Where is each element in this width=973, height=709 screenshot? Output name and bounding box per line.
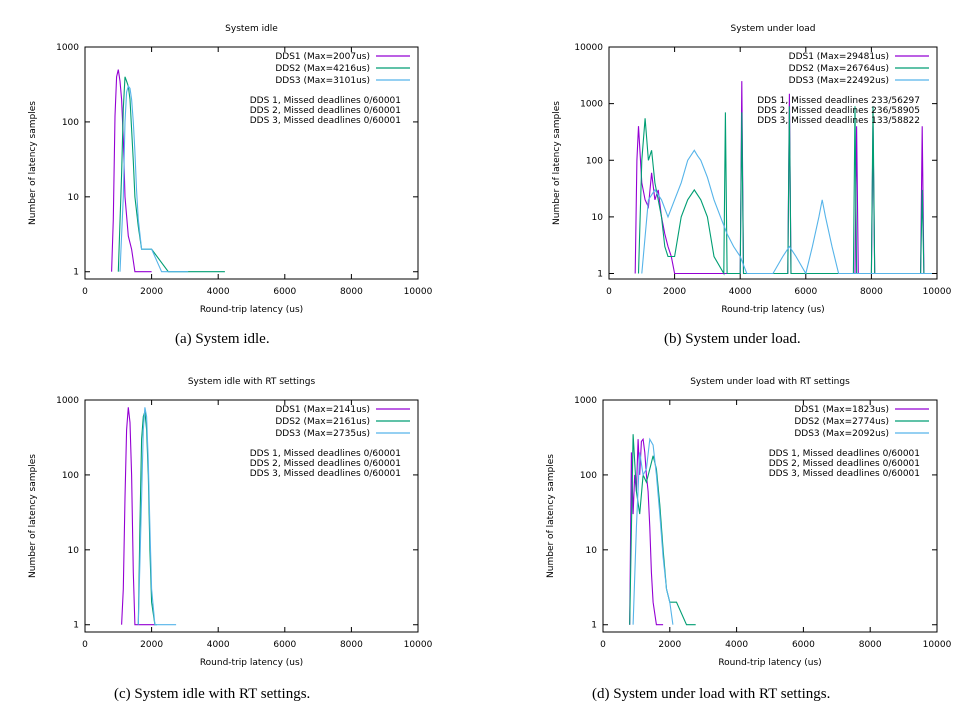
- missed-deadlines-note-2: DDS 2, Missed deadlines 0/60001: [769, 459, 920, 469]
- missed-deadlines-note-2: DDS 2, Missed deadlines 236/58905: [757, 106, 920, 116]
- missed-deadlines-note-1: DDS 1, Missed deadlines 0/60001: [250, 96, 401, 106]
- chart-panel-c: System idle with RT settings 0 2000 4000 600…: [28, 377, 433, 668]
- missed-deadlines-note-3: DDS 3, Missed deadlines 0/60001: [769, 469, 920, 479]
- y-tick-label: 100: [586, 156, 603, 166]
- x-tick-label: 2000: [658, 640, 681, 650]
- y-tick-label: 1: [591, 621, 597, 631]
- chart-title: System idle with RT settings: [188, 377, 316, 387]
- series-line-dds3: [632, 437, 674, 625]
- y-tick-label: 10000: [574, 43, 603, 53]
- missed-deadlines-note-1: DDS 1, Missed deadlines 233/56297: [757, 96, 920, 106]
- series-line-dds2: [117, 76, 225, 273]
- series-line-dds1: [111, 69, 152, 273]
- plot-frame: [608, 46, 938, 280]
- x-tick-label: 6000: [794, 287, 817, 297]
- x-tick-label: 6000: [792, 640, 815, 650]
- y-tick-label: 10: [68, 193, 80, 203]
- legend-label-dds1: DDS1 (Max=2007us): [275, 52, 370, 62]
- x-tick-label: 6000: [273, 640, 296, 650]
- x-tick-label: 4000: [207, 640, 230, 650]
- y-axis-label: Number of latency samples: [546, 454, 556, 578]
- legend-label-dds2: DDS2 (Max=2774us): [794, 417, 889, 427]
- series-line-dds1: [121, 407, 155, 626]
- chart-panel-b: System under load 0 2000 4000 6000 8000 10000 1…: [552, 24, 952, 315]
- missed-deadlines-note-2: DDS 2, Missed deadlines 0/60001: [250, 459, 401, 469]
- legend-label-dds2: DDS2 (Max=26764us): [789, 64, 889, 74]
- chart-title: System idle: [225, 24, 278, 34]
- legend-label-dds2: DDS2 (Max=4216us): [275, 64, 370, 74]
- plot-frame: [602, 399, 938, 633]
- x-tick-label: 0: [600, 640, 606, 650]
- series-line-dds3: [641, 149, 937, 275]
- y-tick-label: 1000: [56, 43, 79, 53]
- y-tick-label: 100: [62, 118, 79, 128]
- caption-d: (d) System under load with RT settings.: [592, 686, 831, 702]
- legend-label-dds3: DDS3 (Max=22492us): [789, 76, 889, 86]
- missed-deadlines-note-2: DDS 2, Missed deadlines 0/60001: [250, 106, 401, 116]
- x-tick-label: 2000: [140, 640, 163, 650]
- legend-label-dds1: DDS1 (Max=2141us): [275, 405, 370, 415]
- missed-deadlines-note-1: DDS 1, Missed deadlines 0/60001: [769, 449, 920, 459]
- caption-b: (b) System under load.: [664, 331, 801, 347]
- y-tick-label: 1000: [574, 396, 597, 406]
- x-tick-label: 10000: [923, 287, 952, 297]
- x-tick-label: 0: [606, 287, 612, 297]
- series-line-dds1: [629, 437, 664, 626]
- missed-deadlines-note-3: DDS 3, Missed deadlines 0/60001: [250, 116, 401, 126]
- x-axis-label: Round-trip latency (us): [200, 658, 303, 668]
- x-axis-label: Round-trip latency (us): [721, 305, 824, 315]
- y-tick-label: 10: [592, 213, 604, 223]
- missed-deadlines-note-3: DDS 3, Missed deadlines 0/60001: [250, 469, 401, 479]
- series-line-dds2: [637, 106, 937, 276]
- x-tick-label: 10000: [404, 287, 433, 297]
- x-tick-label: 8000: [340, 640, 363, 650]
- x-tick-label: 0: [82, 287, 88, 297]
- y-axis-label: Number of latency samples: [28, 454, 38, 578]
- y-tick-label: 10: [586, 546, 598, 556]
- x-tick-label: 4000: [729, 287, 752, 297]
- caption-c: (c) System idle with RT settings.: [114, 686, 311, 702]
- plot-frame: [84, 46, 419, 280]
- chart-title: System under load with RT settings: [690, 377, 850, 387]
- x-tick-label: 0: [82, 640, 88, 650]
- y-tick-label: 10: [68, 546, 80, 556]
- legend-label-dds3: DDS3 (Max=3101us): [275, 76, 370, 86]
- plot-frame: [84, 399, 419, 633]
- x-tick-label: 4000: [207, 287, 230, 297]
- y-axis-label: Number of latency samples: [28, 101, 38, 225]
- x-tick-label: 2000: [140, 287, 163, 297]
- x-tick-label: 8000: [340, 287, 363, 297]
- y-tick-label: 1000: [56, 396, 79, 406]
- x-tick-label: 8000: [860, 287, 883, 297]
- x-tick-label: 4000: [725, 640, 748, 650]
- legend-label-dds3: DDS3 (Max=2735us): [275, 429, 370, 439]
- chart-panel-d: System under load with RT settings 0 2000 4…: [546, 377, 952, 668]
- series-line-dds3: [137, 407, 177, 626]
- legend-label-dds1: DDS1 (Max=1823us): [794, 405, 889, 415]
- missed-deadlines-note-1: DDS 1, Missed deadlines 0/60001: [250, 449, 401, 459]
- y-tick-label: 100: [62, 471, 79, 481]
- x-tick-label: 8000: [859, 640, 882, 650]
- x-axis-label: Round-trip latency (us): [718, 658, 821, 668]
- chart-title: System under load: [731, 24, 816, 34]
- series-line-dds3: [119, 85, 189, 273]
- y-tick-label: 1: [73, 621, 79, 631]
- x-axis-label: Round-trip latency (us): [200, 305, 303, 315]
- x-tick-label: 6000: [273, 287, 296, 297]
- legend-label-dds1: DDS1 (Max=29481us): [789, 52, 889, 62]
- y-tick-label: 100: [580, 471, 597, 481]
- caption-a: (a) System idle.: [175, 331, 270, 347]
- y-axis-label: Number of latency samples: [552, 101, 562, 225]
- chart-panel-a: System idle 0 2000 4000 6000 8000 10000 1 10 100 1…: [28, 24, 433, 315]
- x-tick-label: 2000: [663, 287, 686, 297]
- missed-deadlines-note-3: DDS 3, Missed deadlines 133/58822: [757, 116, 920, 126]
- y-tick-label: 1: [597, 270, 603, 280]
- x-tick-label: 10000: [404, 640, 433, 650]
- x-tick-label: 10000: [923, 640, 952, 650]
- y-tick-label: 1: [73, 268, 79, 278]
- y-tick-label: 1000: [580, 100, 603, 110]
- legend-label-dds2: DDS2 (Max=2161us): [275, 417, 370, 427]
- legend-label-dds3: DDS3 (Max=2092us): [794, 429, 889, 439]
